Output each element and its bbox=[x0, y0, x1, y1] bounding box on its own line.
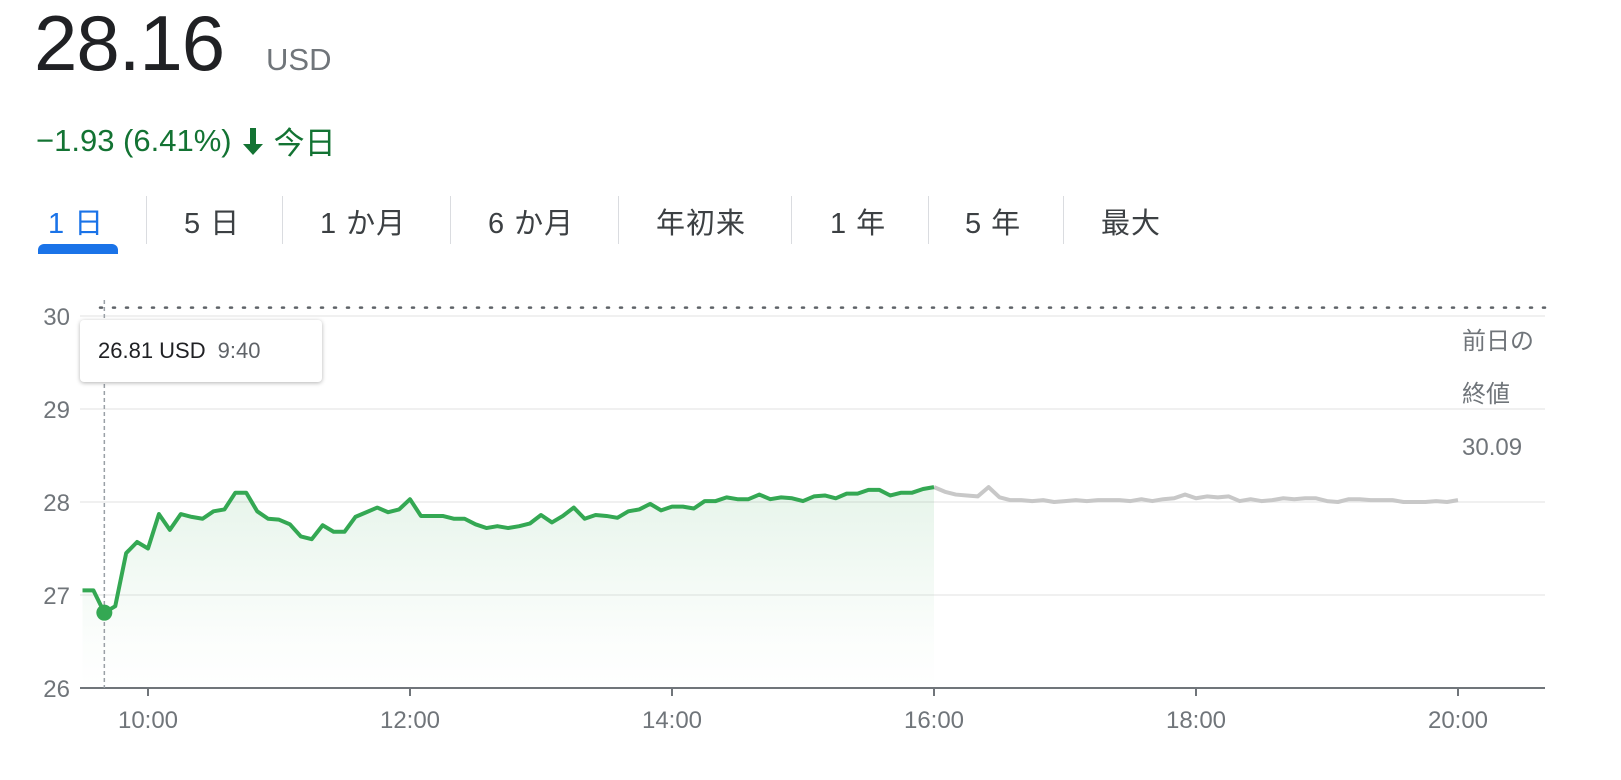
tooltip-price: 26.81 USD bbox=[98, 338, 206, 363]
y-tick-label: 28 bbox=[43, 490, 70, 517]
area-fill bbox=[82, 487, 934, 688]
x-tick-label: 16:00 bbox=[904, 707, 964, 734]
active-tab-indicator bbox=[38, 244, 118, 254]
change-period: 今日 bbox=[273, 126, 336, 161]
tab-max[interactable]: 最大 bbox=[1101, 208, 1162, 240]
price-line bbox=[82, 485, 935, 615]
y-tick-label: 29 bbox=[43, 397, 70, 424]
tab-divider bbox=[450, 196, 451, 244]
arrow-down-icon bbox=[242, 127, 263, 155]
tab-divider bbox=[146, 196, 147, 244]
previous-close-label-line2: 終値 bbox=[1462, 381, 1510, 408]
price-change: −1.93 (6.41%) 今日 bbox=[36, 118, 336, 163]
tab-divider bbox=[928, 196, 929, 244]
tab-5-year[interactable]: 5 年 bbox=[965, 208, 1022, 240]
tab-divider bbox=[791, 196, 792, 244]
x-tick-label: 18:00 bbox=[1166, 707, 1226, 734]
previous-close-value: 30.09 bbox=[1462, 434, 1523, 461]
y-tick-label: 26 bbox=[43, 676, 70, 703]
previous-close-label: 前日の 終値 30.09 bbox=[1462, 315, 1534, 474]
x-tick-label: 20:00 bbox=[1428, 707, 1488, 734]
tab-divider bbox=[618, 196, 619, 244]
x-tick-label: 10:00 bbox=[118, 707, 178, 734]
hover-tooltip: 26.81 USD 9:40 bbox=[80, 320, 322, 382]
current-price: 28.16 bbox=[34, 0, 225, 87]
y-tick-label: 30 bbox=[43, 304, 70, 331]
tab-5-day[interactable]: 5 日 bbox=[184, 208, 241, 240]
tab-1-month[interactable]: 1 か月 bbox=[320, 208, 407, 240]
currency-label: USD bbox=[266, 42, 332, 77]
x-tick-label: 14:00 bbox=[642, 707, 702, 734]
tab-divider bbox=[282, 196, 283, 244]
highlight-point bbox=[96, 604, 113, 621]
x-tick-label: 12:00 bbox=[380, 707, 440, 734]
tab-1-year[interactable]: 1 年 bbox=[830, 208, 887, 240]
after-hours-line bbox=[933, 485, 1459, 504]
change-value: −1.93 (6.41%) bbox=[36, 122, 232, 158]
tab-ytd[interactable]: 年初来 bbox=[656, 208, 747, 240]
previous-close-label-line1: 前日の bbox=[1462, 328, 1534, 355]
tab-1-day[interactable]: 1 日 bbox=[48, 208, 105, 240]
tooltip-time: 9:40 bbox=[217, 338, 261, 363]
y-tick-label: 27 bbox=[43, 583, 70, 610]
tab-divider bbox=[1063, 196, 1064, 244]
tab-6-month[interactable]: 6 か月 bbox=[488, 208, 575, 240]
